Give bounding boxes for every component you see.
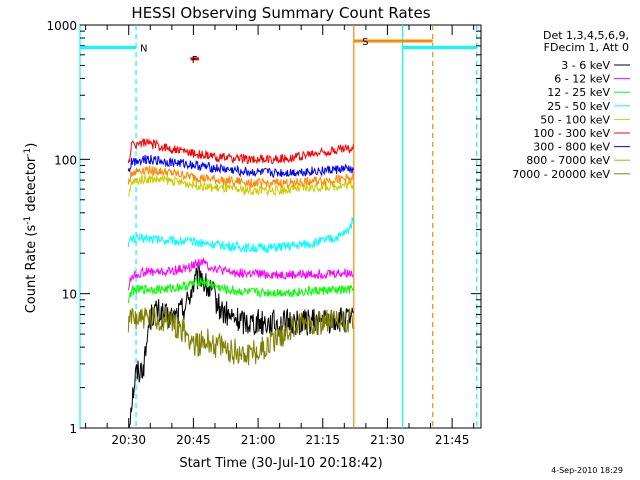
legend-item-label: 300 - 800 keV xyxy=(533,141,610,154)
series-line xyxy=(127,256,354,291)
legend-item-label: 12 - 25 keV xyxy=(547,86,610,99)
legend-header-2: FDecim 1, Att 0 xyxy=(544,41,629,54)
time-markers xyxy=(79,25,478,428)
legend-item-label: 3 - 6 keV xyxy=(561,59,610,72)
series-line xyxy=(127,154,354,179)
x-axis: 20:30 20:45 21:00 21:15 21:30 21:45 xyxy=(85,25,475,447)
chart-title: HESSI Observing Summary Count Rates xyxy=(131,4,430,22)
annotation-label: N xyxy=(140,43,147,54)
series-lines xyxy=(127,138,354,429)
series-line xyxy=(127,216,354,254)
legend: Det 1,3,4,5,6,9, FDecim 1, Att 0 3 - 6 k… xyxy=(512,29,630,181)
footer-timestamp: 4-Sep-2010 18:29 xyxy=(551,466,623,475)
series-line xyxy=(127,138,354,165)
annotation-label: F xyxy=(192,55,198,66)
legend-item-label: 100 - 300 keV xyxy=(533,127,610,140)
y-tick-label: 1 xyxy=(69,422,77,436)
legend-item-label: 6 - 12 keV xyxy=(554,73,610,86)
y-axis-label-mid: detector xyxy=(24,156,39,216)
y-axis-label-sup1: -1 xyxy=(23,216,33,225)
series-line xyxy=(127,305,354,366)
x-tick-label: 21:45 xyxy=(435,433,470,447)
legend-item-label: 50 - 100 keV xyxy=(540,113,610,126)
series-line xyxy=(128,174,354,197)
y-tick-label: 100 xyxy=(54,153,77,167)
y-tick-label: 10 xyxy=(62,288,77,302)
y-axis-label-main: Count Rate (s xyxy=(24,225,39,314)
y-tick-label: 1000 xyxy=(46,19,77,33)
status-annotations: N F S xyxy=(80,37,477,66)
x-tick-label: 21:00 xyxy=(241,433,276,447)
legend-item-label: 25 - 50 keV xyxy=(547,100,610,113)
x-tick-label: 20:45 xyxy=(176,433,211,447)
x-axis-label: Start Time (30-Jul-10 20:18:42) xyxy=(179,456,382,471)
x-tick-label: 21:15 xyxy=(305,433,340,447)
y-axis-label: Count Rate (s-1 detector-1) xyxy=(23,143,39,314)
legend-header-1: Det 1,3,4,5,6,9, xyxy=(543,29,629,42)
x-tick-label: 21:30 xyxy=(370,433,405,447)
series-line xyxy=(127,165,354,189)
legend-item-label: 800 - 7000 keV xyxy=(526,154,610,167)
y-axis-label-end: ) xyxy=(24,143,39,148)
y-axis: 1 10 100 1000 xyxy=(46,19,481,436)
y-axis-label-sup2: -1 xyxy=(23,148,33,157)
annotation-label: S xyxy=(362,37,368,48)
legend-item-label: 7000 - 20000 keV xyxy=(512,168,610,181)
series-line xyxy=(127,277,354,304)
x-tick-label: 20:30 xyxy=(111,433,146,447)
